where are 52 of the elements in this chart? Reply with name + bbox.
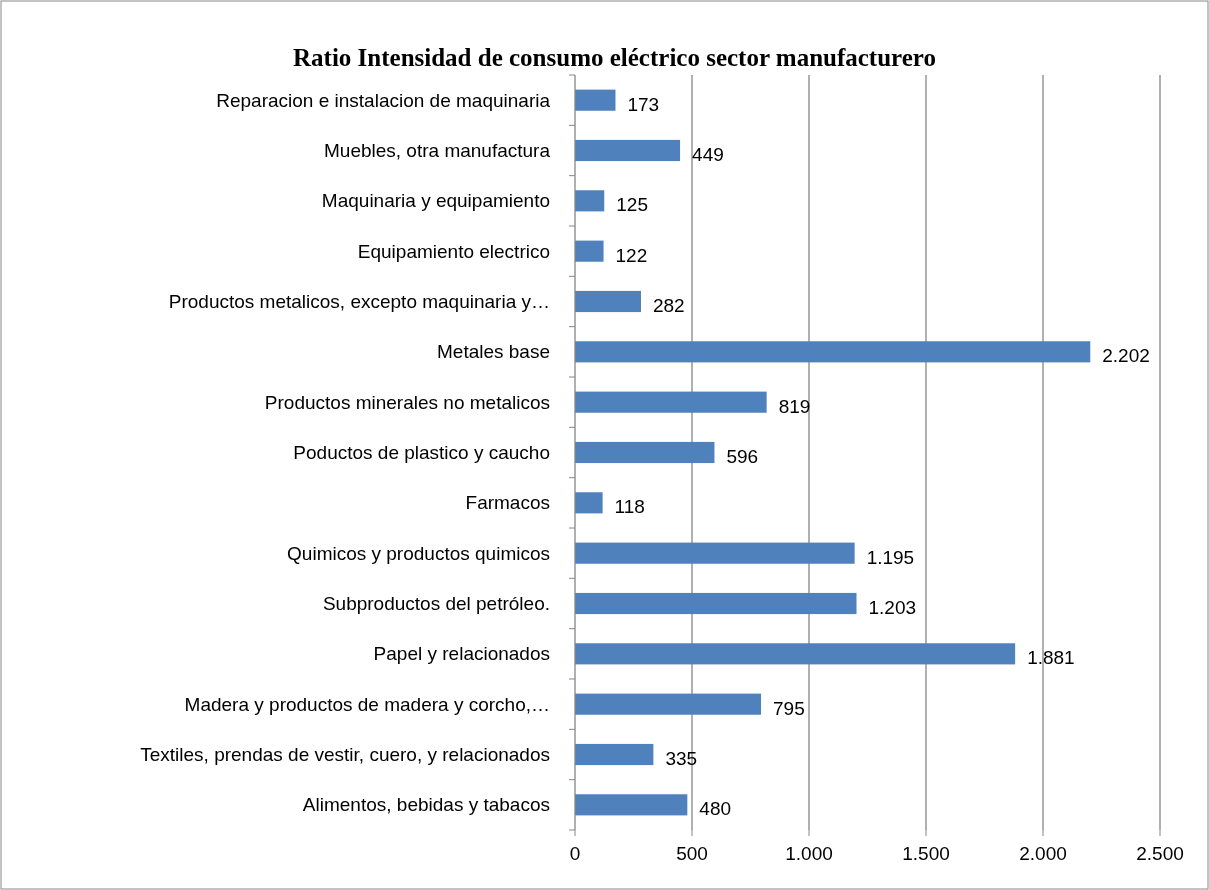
data-label: 173 [627,93,660,115]
bar [575,643,1016,665]
chart-title: Ratio Intensidad de consumo eléctrico sector manufacturero [293,44,936,71]
data-label: 1.195 [866,546,915,568]
data-label: 122 [615,244,648,266]
bar [575,139,681,162]
y-tick-label: Madera y productos de madera y corcho,… [184,693,550,715]
y-tick-label: Subproductos del petróleo. [322,593,550,615]
bar [575,89,616,111]
y-tick-label: Maquinaria y equipamiento [321,190,550,212]
data-label: 795 [773,697,805,719]
bar [575,743,654,766]
bar [575,693,762,715]
bar [575,290,641,313]
x-tick-label: 0 [569,843,581,864]
y-tick-label: Equipamiento electrico [357,240,550,262]
y-tick-label: Poductos de plastico y caucho [293,442,550,464]
data-label: 1.881 [1027,647,1075,669]
bar [575,240,604,262]
bar [575,391,767,413]
data-label: 118 [614,496,645,518]
data-label: 335 [665,748,698,770]
y-tick-label: Productos minerales no metalicos [264,391,550,413]
x-tick-label: 1.000 [785,843,833,864]
x-tick-label: 500 [676,843,708,864]
data-label: 596 [726,446,759,468]
data-label: 449 [692,144,724,166]
y-tick-label: Farmacos [465,492,550,514]
y-tick-label: Papel y relacionados [373,643,550,665]
x-tick-label: 2.500 [1136,843,1184,864]
y-tick-label: Metales base [436,341,550,363]
data-label: 480 [699,798,732,820]
bar [575,592,857,615]
data-label: 2.202 [1102,345,1150,367]
bar [575,492,603,514]
y-tick-label: Alimentos, bebidas y tabacos [302,794,550,816]
y-tick-label: Quimicos y productos quimicos [287,542,550,564]
x-tick-label: 2.000 [1019,843,1067,864]
data-label: 1.203 [868,597,917,619]
bar [575,441,715,464]
y-tick-label: Muebles, otra manufactura [323,140,551,162]
x-tick-label: 1.500 [902,843,950,864]
data-label: 819 [778,395,811,417]
y-tick-label: Reparacion e instalacion de maquinaria [216,89,551,111]
bar [575,794,688,816]
bar [575,341,1091,363]
bar [575,190,605,212]
data-label: 125 [616,194,648,216]
bar [575,542,855,564]
y-tick-label: Textiles, prendas de vestir, cuero, y relacionados [140,744,550,766]
data-label: 282 [652,295,685,317]
y-tick-label: Productos metalicos, excepto maquinaria y… [168,291,550,313]
